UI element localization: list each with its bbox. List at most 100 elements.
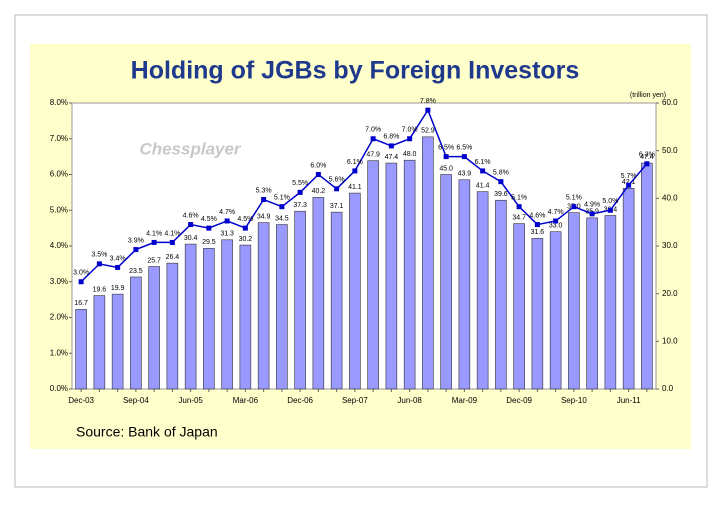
bar — [604, 215, 617, 390]
line-marker — [334, 186, 340, 192]
x-tick-label: Mar-06 — [233, 396, 259, 405]
line-marker — [407, 136, 413, 142]
line-marker — [224, 218, 230, 224]
bar — [440, 174, 452, 390]
line-marker — [188, 222, 194, 228]
bar-value-label: 41.4 — [476, 183, 490, 190]
line-marker — [443, 154, 449, 160]
y2-tick-label: 50.0 — [662, 146, 678, 155]
bar-value-label: 40.2 — [312, 188, 326, 195]
x-tick-label: Jun-08 — [397, 396, 422, 405]
line-value-label: 3.4% — [110, 255, 126, 262]
line-value-label: 7.8% — [420, 98, 436, 105]
bar-value-label: 33.0 — [549, 223, 563, 230]
line-value-label: 5.8% — [493, 169, 509, 176]
line-marker — [206, 225, 212, 231]
line — [80, 108, 648, 283]
line-marker — [279, 204, 285, 210]
line-value-label: 4.6% — [529, 212, 545, 219]
bar-value-label: 16.7 — [74, 300, 88, 307]
bar — [111, 293, 124, 390]
line-marker — [644, 161, 650, 167]
bar — [93, 295, 106, 390]
y2-tick-label: 0.0 — [662, 384, 674, 393]
bar — [276, 224, 288, 390]
bar-value-label: 23.5 — [129, 268, 143, 275]
bar — [257, 222, 270, 390]
bar-value-label: 47.9 — [366, 152, 380, 159]
bar-value-label: 43.9 — [458, 171, 472, 178]
line-marker — [370, 136, 376, 142]
y-tick-label: 4.0% — [50, 241, 68, 250]
line-value-label: 3.5% — [91, 252, 107, 259]
source: Source: Bank of Japan — [76, 424, 218, 440]
line-marker — [297, 189, 303, 195]
line-marker — [242, 225, 248, 231]
bar-value-label: 37.3 — [293, 202, 307, 209]
bar-value-label: 31.3 — [220, 231, 234, 238]
line-value-label: 4.5% — [201, 216, 217, 223]
bar — [349, 192, 361, 390]
chart-title: Holding of JGBs by Foreign Investors — [131, 57, 580, 85]
y2-tick-label: 30.0 — [662, 241, 678, 250]
line-value-label: 4.7% — [219, 209, 235, 216]
y-tick-label: 0.0% — [50, 384, 68, 393]
y-tick-label: 7.0% — [50, 134, 68, 143]
line-marker — [480, 168, 486, 174]
line-value-label: 3.9% — [128, 237, 144, 244]
bar-value-label: 25.7 — [147, 257, 161, 264]
bar — [385, 162, 398, 390]
y-tick-label: 2.0% — [50, 313, 68, 322]
line-marker — [626, 182, 632, 188]
line-marker — [498, 179, 504, 185]
line-marker — [151, 239, 157, 245]
bar — [458, 179, 471, 390]
line-value-label: 6.0% — [310, 162, 326, 169]
line-value-label: 4.1% — [146, 230, 162, 237]
bar-value-label: 19.9 — [111, 285, 125, 292]
y-tick-label: 3.0% — [50, 277, 68, 286]
bar — [403, 159, 416, 390]
bar — [294, 210, 306, 390]
bar-value-label: 31.6 — [531, 229, 545, 236]
bar — [203, 248, 215, 390]
bar-value-label: 52.9 — [421, 128, 435, 135]
line-marker — [78, 279, 84, 285]
y2-tick-label: 20.0 — [662, 289, 678, 298]
line-marker — [553, 218, 559, 224]
bar — [495, 199, 507, 390]
y2-tick-label: 60.0 — [662, 98, 678, 107]
line-value-label: 5.1% — [566, 195, 582, 202]
bar-value-label: 48.0 — [403, 151, 417, 158]
y2-axis-label: (trillion yen) — [630, 92, 666, 99]
line-marker — [534, 222, 540, 228]
line-marker — [388, 143, 394, 149]
bar — [531, 238, 544, 390]
bar-value-label: 45.0 — [439, 165, 453, 172]
bar-value-label: 29.5 — [202, 239, 216, 246]
line-value-label: 3.0% — [73, 270, 89, 277]
y-tick-label: 6.0% — [50, 170, 68, 179]
line-value-label: 5.3% — [256, 187, 272, 194]
line-marker — [607, 207, 613, 213]
bar-value-label: 39.6 — [494, 191, 508, 198]
bar — [641, 162, 653, 390]
bar-value-label: 30.4 — [184, 235, 198, 242]
bar — [513, 223, 525, 390]
line-marker — [571, 204, 577, 210]
line-value-label: 6.5% — [438, 144, 454, 151]
line-marker — [133, 247, 139, 253]
line-value-label: 6.3% — [639, 152, 655, 159]
bar — [549, 231, 562, 390]
y2-tick-label: 40.0 — [662, 193, 678, 202]
bar-value-label: 47.4 — [385, 154, 399, 161]
bar-value-label: 37.1 — [330, 203, 344, 210]
bar-value-label: 34.5 — [275, 215, 289, 222]
bar — [184, 243, 197, 390]
line-marker — [315, 172, 321, 177]
line-value-label: 5.5% — [292, 180, 308, 187]
watermark: Chessplayer — [139, 139, 241, 158]
line-value-label: 6.8% — [383, 134, 399, 141]
